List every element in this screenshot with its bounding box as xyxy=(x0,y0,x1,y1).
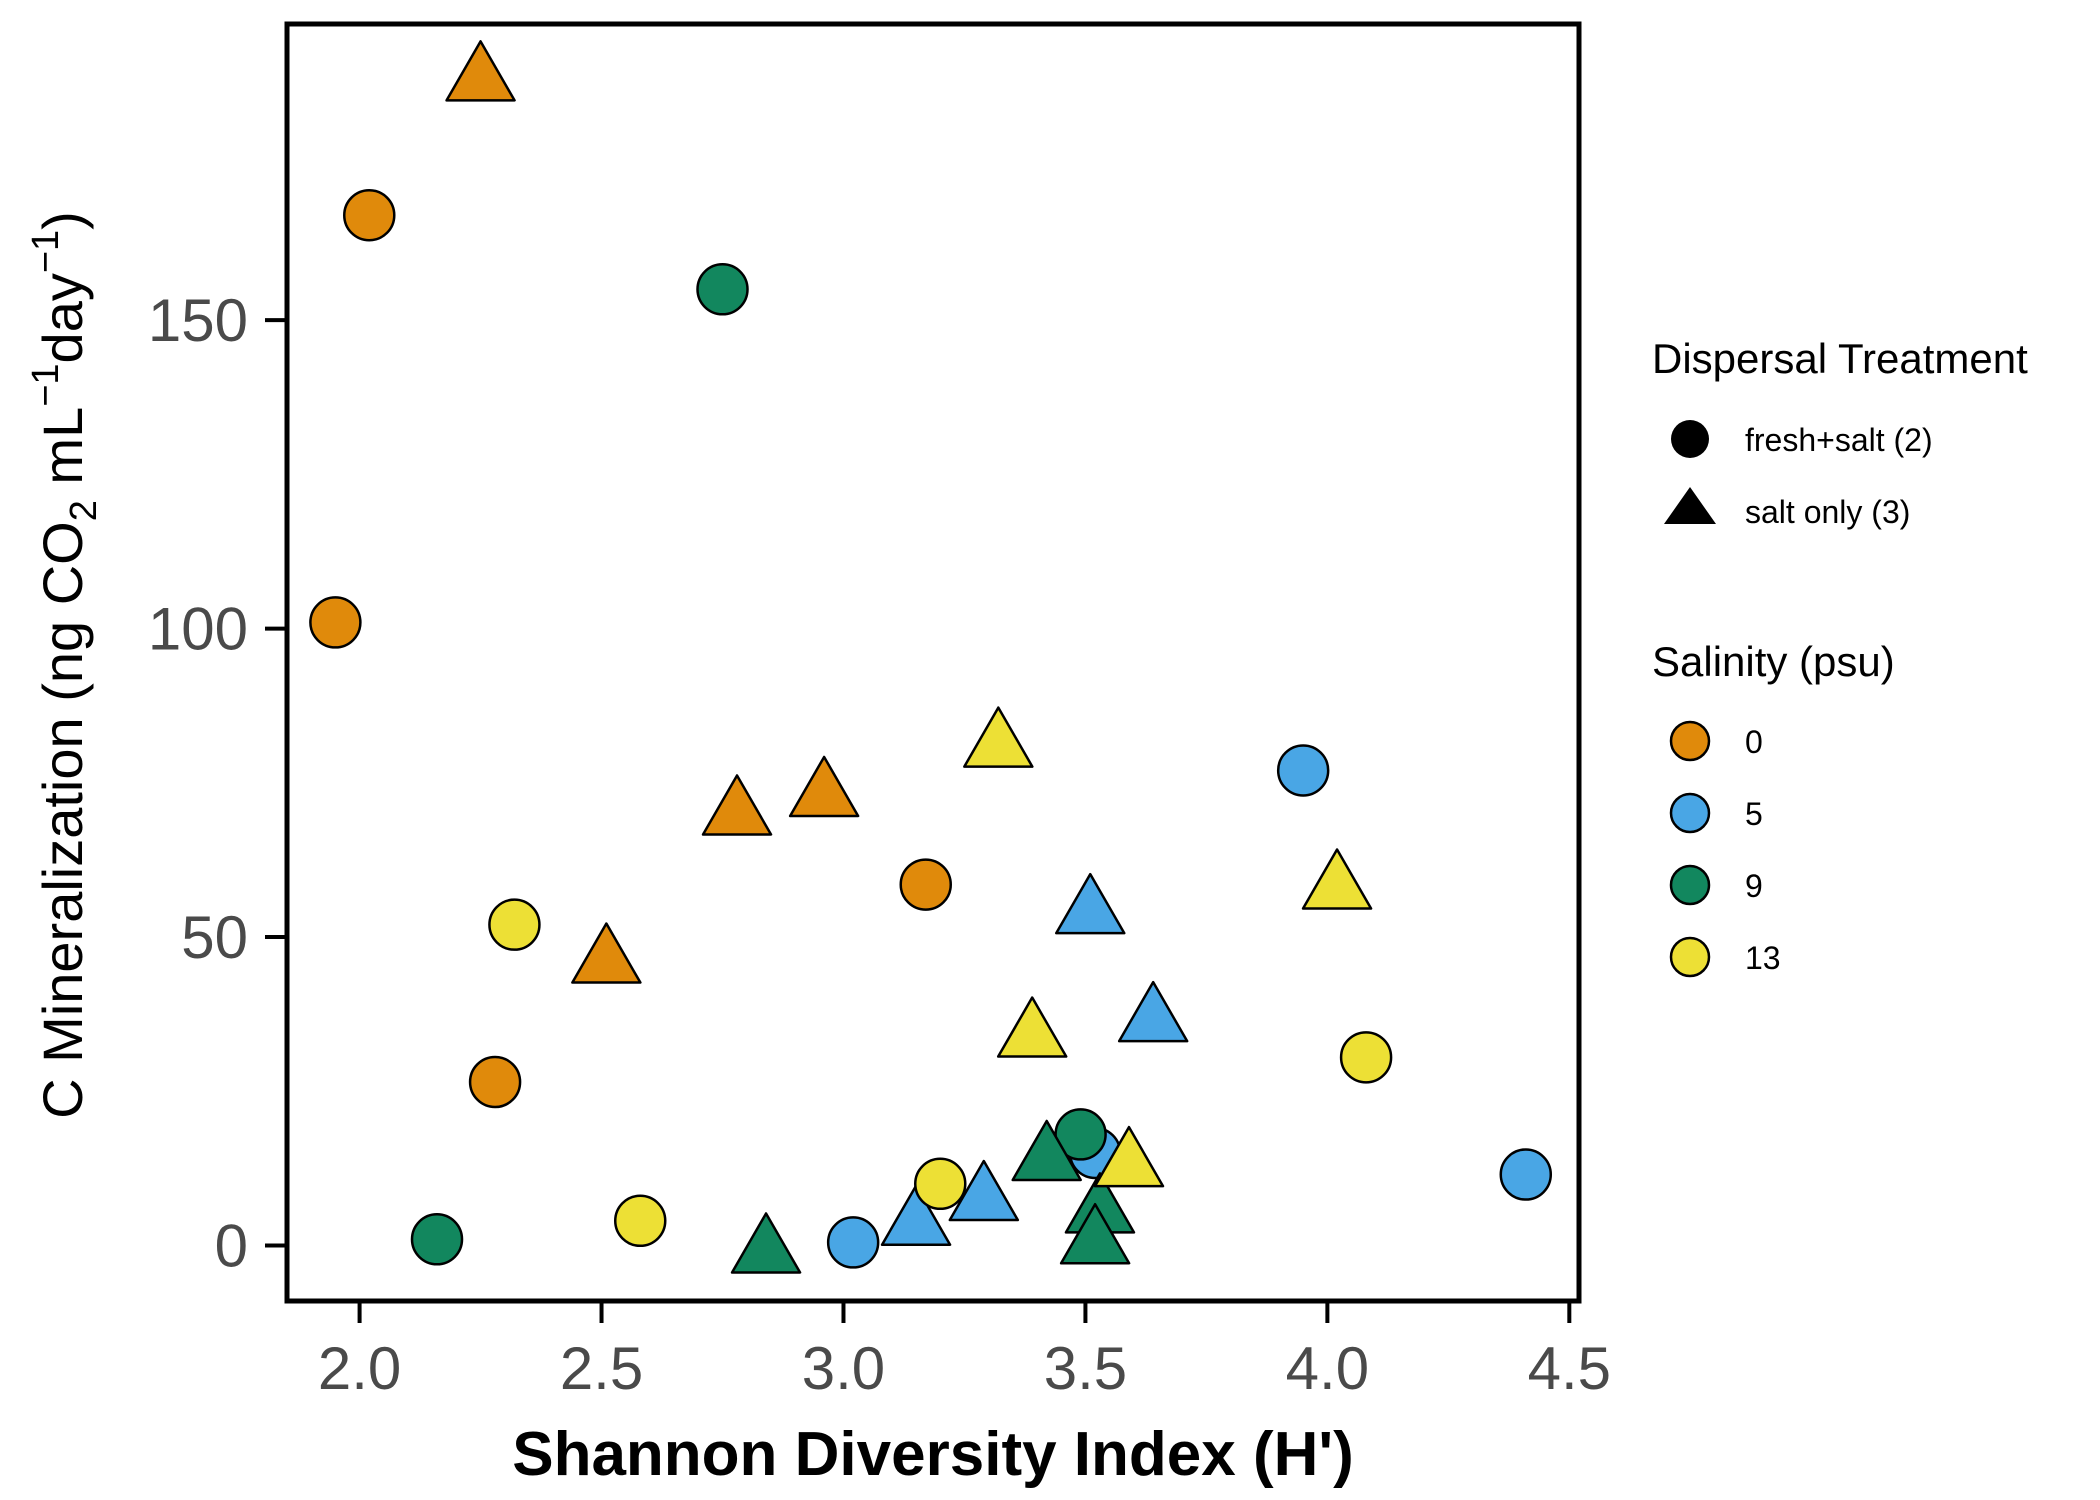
point-triangle-sal9-1 xyxy=(1011,1119,1082,1182)
legend-circle-key xyxy=(1671,420,1709,458)
legend-triangle-key xyxy=(1664,487,1716,524)
y-axis-title-prefix: C Mineralization (ng CO xyxy=(31,521,94,1119)
point-circle-sal0-3 xyxy=(468,1055,522,1109)
point-triangle-sal13-3 xyxy=(1301,848,1373,910)
point-triangle-sal9-0 xyxy=(730,1212,802,1274)
point-circle-sal13-1 xyxy=(613,1194,667,1248)
y-axis-title-sub: 2 xyxy=(63,500,105,521)
legend-color-key-0 xyxy=(1669,720,1711,762)
point-circle-sal13-3 xyxy=(1339,1031,1393,1084)
y-tick-label-2: 100 xyxy=(148,596,248,663)
point-circle-sal5-3 xyxy=(1499,1148,1553,1201)
point-circle-sal5-0 xyxy=(1276,744,1330,797)
point-triangle-sal13-2 xyxy=(1093,1125,1165,1188)
x-tick-label-1: 2.5 xyxy=(560,1335,643,1402)
y-tick-label-0: 0 xyxy=(215,1212,248,1279)
legend-color-key-9 xyxy=(1669,864,1711,906)
y-axis: 0 50 100 150 xyxy=(148,287,287,1279)
legend-shape-label-circle: fresh+salt (2) xyxy=(1745,422,1933,458)
y-axis-title-mid2: day xyxy=(31,273,94,363)
legend-shape-title: Dispersal Treatment xyxy=(1652,335,2028,382)
point-circle-sal9-0 xyxy=(696,263,749,316)
point-circle-sal9-1 xyxy=(410,1213,464,1266)
data-points xyxy=(309,40,1553,1274)
legend-color-title: Salinity (psu) xyxy=(1652,638,1895,685)
y-axis-title: C Mineralization (ng CO2 mL−1day−1) xyxy=(25,211,105,1119)
point-triangle-sal5-3 xyxy=(880,1184,952,1246)
x-tick-label-5: 4.5 xyxy=(1528,1335,1611,1402)
point-circle-sal5-2 xyxy=(826,1216,880,1269)
point-triangle-sal13-0 xyxy=(963,706,1034,768)
point-triangle-sal5-2 xyxy=(948,1159,1020,1222)
point-triangle-sal5-1 xyxy=(1117,980,1189,1043)
plot-panel xyxy=(284,21,1582,1304)
point-triangle-sal0-2 xyxy=(788,755,860,818)
point-triangle-sal9-3 xyxy=(1059,1202,1131,1265)
point-triangle-sal0-3 xyxy=(571,922,642,984)
x-tick-label-4: 4.0 xyxy=(1286,1335,1369,1402)
y-tick-label-1: 50 xyxy=(181,904,248,971)
x-axis: 2.0 2.5 3.0 3.5 4.0 4.5 xyxy=(318,1301,1611,1402)
legend-color-key-13 xyxy=(1669,936,1711,978)
legend-color-key-5 xyxy=(1669,792,1711,834)
y-tick-label-3: 150 xyxy=(148,287,248,354)
point-triangle-sal0-0 xyxy=(445,40,516,102)
y-axis-title-sup1: −1 xyxy=(25,363,67,406)
legend-shape-label-triangle: salt only (3) xyxy=(1745,494,1910,530)
y-axis-title-sup2: −1 xyxy=(25,230,67,273)
point-triangle-sal13-1 xyxy=(996,996,1068,1058)
legend-color-label-9: 9 xyxy=(1745,868,1763,904)
point-circle-sal0-2 xyxy=(899,858,952,911)
legend-color-label-13: 13 xyxy=(1745,940,1781,976)
y-axis-title-mid1: mL xyxy=(31,407,94,500)
x-tick-label-3: 3.5 xyxy=(1044,1335,1127,1402)
legend-color-label-5: 5 xyxy=(1745,796,1763,832)
point-triangle-sal5-0 xyxy=(1055,872,1126,935)
x-tick-label-2: 3.0 xyxy=(802,1335,885,1402)
point-circle-sal0-1 xyxy=(309,596,362,649)
y-axis-title-suffix: ) xyxy=(31,211,94,230)
point-triangle-sal0-1 xyxy=(701,774,773,836)
legend: Dispersal Treatment fresh+salt (2) salt … xyxy=(1652,335,2028,978)
point-circle-sal13-2 xyxy=(914,1157,967,1211)
legend-color-label-0: 0 xyxy=(1745,724,1763,760)
x-tick-label-0: 2.0 xyxy=(318,1335,401,1402)
point-circle-sal0-0 xyxy=(343,188,396,242)
point-circle-sal13-0 xyxy=(488,898,541,951)
x-axis-title: Shannon Diversity Index (H') xyxy=(512,1420,1354,1489)
